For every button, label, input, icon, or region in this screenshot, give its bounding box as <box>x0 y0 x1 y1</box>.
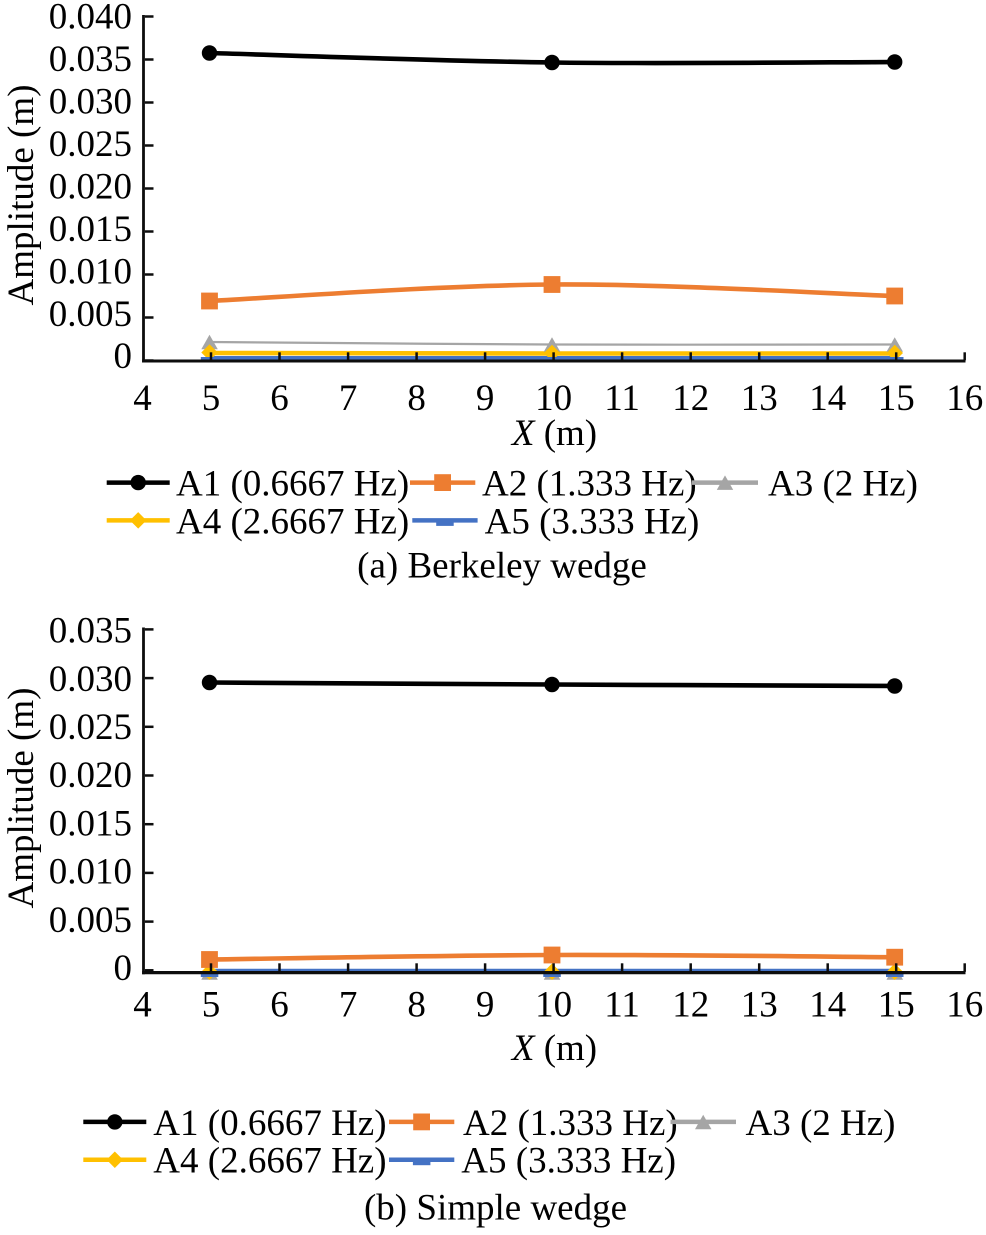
svg-text:X (m): X (m) <box>510 1028 597 1069</box>
svg-text:0.020: 0.020 <box>49 166 132 207</box>
svg-text:A1 (0.6667 Hz): A1 (0.6667 Hz) <box>153 1103 386 1144</box>
svg-text:(a) Berkeley wedge: (a) Berkeley wedge <box>357 546 647 587</box>
svg-text:(b) Simple wedge: (b) Simple wedge <box>364 1188 627 1229</box>
svg-text:15: 15 <box>878 985 915 1026</box>
svg-text:0.030: 0.030 <box>49 659 132 700</box>
svg-text:0.005: 0.005 <box>49 900 132 941</box>
svg-text:0.010: 0.010 <box>49 852 132 893</box>
svg-text:0.010: 0.010 <box>49 251 132 292</box>
svg-text:10: 10 <box>535 985 572 1026</box>
svg-text:14: 14 <box>809 985 846 1026</box>
svg-text:14: 14 <box>809 378 846 419</box>
svg-text:A3 (2 Hz): A3 (2 Hz) <box>746 1103 896 1144</box>
svg-text:10: 10 <box>535 378 572 419</box>
svg-text:11: 11 <box>604 378 640 419</box>
svg-text:0: 0 <box>114 948 133 989</box>
svg-text:4: 4 <box>133 378 152 419</box>
svg-text:11: 11 <box>604 985 640 1026</box>
svg-text:0.005: 0.005 <box>49 294 132 335</box>
svg-text:A4 (2.6667 Hz): A4 (2.6667 Hz) <box>176 501 409 542</box>
svg-text:0.015: 0.015 <box>49 803 132 844</box>
svg-text:0.020: 0.020 <box>49 755 132 796</box>
svg-text:0.035: 0.035 <box>49 39 132 80</box>
svg-text:A1 (0.6667 Hz): A1 (0.6667 Hz) <box>176 464 409 505</box>
svg-text:A2 (1.333 Hz): A2 (1.333 Hz) <box>463 1103 678 1144</box>
svg-text:0.015: 0.015 <box>49 209 132 250</box>
svg-text:A2 (1.333 Hz): A2 (1.333 Hz) <box>482 464 697 505</box>
svg-text:8: 8 <box>407 985 426 1026</box>
svg-text:7: 7 <box>339 378 358 419</box>
svg-text:0.035: 0.035 <box>49 611 132 652</box>
svg-text:6: 6 <box>270 378 289 419</box>
svg-text:4: 4 <box>133 985 152 1026</box>
svg-text:13: 13 <box>741 985 778 1026</box>
svg-text:6: 6 <box>270 985 289 1026</box>
svg-text:A3 (2 Hz): A3 (2 Hz) <box>768 464 918 505</box>
svg-text:Amplitude (m): Amplitude (m) <box>1 688 42 909</box>
svg-text:A5 (3.333 Hz): A5 (3.333 Hz) <box>461 1141 676 1182</box>
svg-text:9: 9 <box>476 378 495 419</box>
svg-text:8: 8 <box>407 378 426 419</box>
svg-text:12: 12 <box>672 378 709 419</box>
svg-text:16: 16 <box>946 378 983 419</box>
svg-text:7: 7 <box>339 985 358 1026</box>
svg-text:13: 13 <box>741 378 778 419</box>
svg-text:0.025: 0.025 <box>49 124 132 165</box>
svg-text:12: 12 <box>672 985 709 1026</box>
svg-text:Amplitude (m): Amplitude (m) <box>1 85 42 306</box>
svg-text:5: 5 <box>202 985 221 1026</box>
svg-text:X (m): X (m) <box>510 413 597 454</box>
svg-text:A4 (2.6667 Hz): A4 (2.6667 Hz) <box>153 1141 386 1182</box>
svg-text:A5 (3.333 Hz): A5 (3.333 Hz) <box>485 501 700 542</box>
svg-text:15: 15 <box>878 378 915 419</box>
svg-text:9: 9 <box>476 985 495 1026</box>
svg-text:0.040: 0.040 <box>49 0 132 38</box>
svg-text:16: 16 <box>946 985 983 1026</box>
svg-text:0.025: 0.025 <box>49 707 132 748</box>
svg-text:5: 5 <box>202 378 221 419</box>
svg-text:0: 0 <box>114 336 133 377</box>
svg-text:0.030: 0.030 <box>49 82 132 123</box>
